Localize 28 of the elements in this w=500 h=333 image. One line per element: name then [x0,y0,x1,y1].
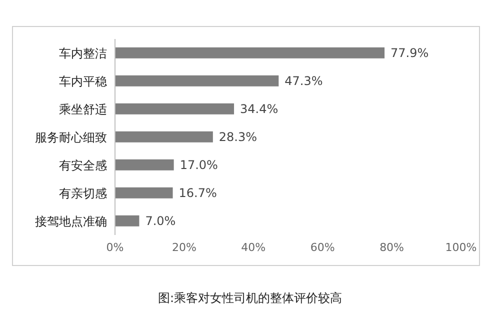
x-tick-label: 40% [241,240,266,254]
y-tick-label: 车内平稳 [59,74,107,88]
bar [115,47,385,58]
bar [115,187,173,198]
data-label: 34.4% [240,102,278,116]
data-label: 77.9% [390,46,429,60]
y-tick-label: 有安全感 [59,158,107,172]
x-tick-label: 0% [106,240,124,254]
y-tick-label: 服务耐心细致 [35,130,107,144]
data-label: 28.3% [218,130,258,144]
bar [115,103,234,114]
x-tick-label: 80% [380,240,404,254]
y-tick-label: 车内整洁 [59,46,107,60]
data-label: 47.3% [284,74,323,88]
x-tick-label: 60% [310,240,335,254]
bar [115,75,279,86]
data-label: 17.0% [180,158,218,172]
y-tick-label: 有亲切感 [59,186,107,200]
y-tick-label: 接驾地点准确 [35,214,107,228]
data-label: 16.7% [178,186,217,200]
bar [115,215,140,226]
x-tick-label: 20% [172,240,196,254]
x-tick-label: 100% [445,240,477,254]
bar [115,159,174,170]
bar [115,131,213,142]
data-label: 7.0% [145,214,176,228]
y-tick-label: 乘坐舒适 [59,102,107,116]
text: 图:乘客对女性司机的整体评价较高 [156,290,344,307]
